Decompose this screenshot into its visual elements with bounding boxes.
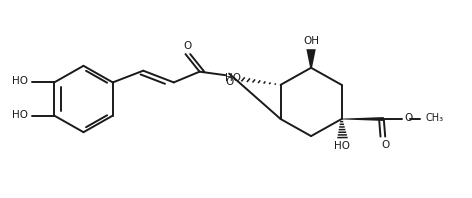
Text: OH: OH — [303, 36, 319, 46]
Text: HO: HO — [12, 76, 28, 87]
Text: HO: HO — [12, 110, 28, 120]
Text: O: O — [225, 77, 233, 87]
Text: O: O — [381, 140, 389, 150]
Polygon shape — [342, 117, 384, 121]
Text: O: O — [184, 41, 192, 50]
Text: HO: HO — [335, 141, 351, 151]
Text: O: O — [404, 113, 412, 123]
Text: HO: HO — [225, 73, 241, 83]
Polygon shape — [306, 49, 316, 68]
Text: CH₃: CH₃ — [425, 113, 443, 123]
